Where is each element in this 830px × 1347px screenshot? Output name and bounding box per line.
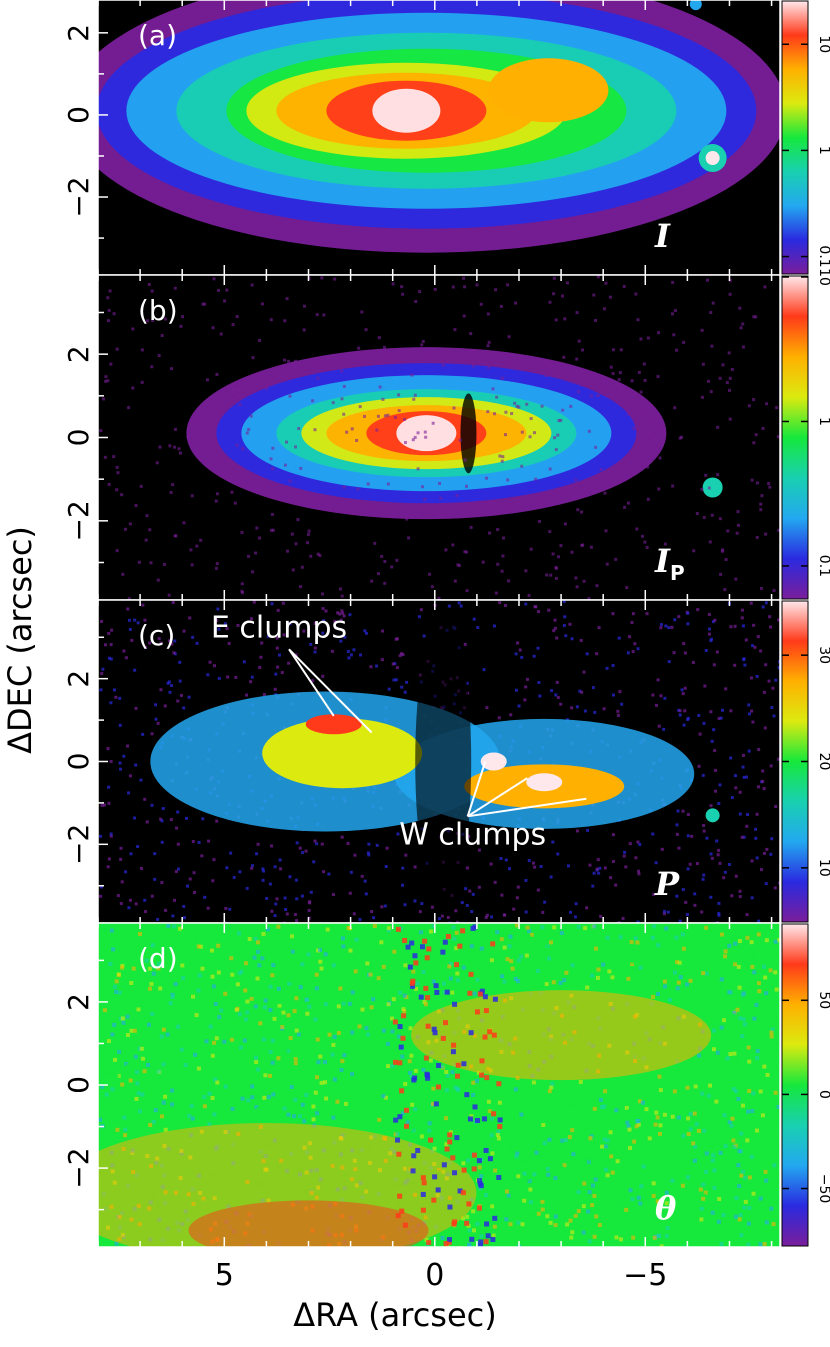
colorbar-label: 0.1: [816, 245, 830, 267]
panel-a-colorbar: 10 1 0.1: [781, 0, 830, 275]
x-tick-label: 0: [425, 1258, 444, 1293]
panel-d-letter: (d): [138, 942, 178, 975]
colorbar-label: 1: [816, 146, 830, 155]
panel-a-image: [98, 0, 780, 253]
colorbar-gradient: [782, 1, 808, 274]
panel-c-y-tick-label: −2: [62, 824, 95, 865]
colorbar-label: −50: [816, 1174, 830, 1204]
annotation-label: W clumps: [399, 817, 546, 852]
panel-a: 2 0 −2 (a) I 10 1 0.1: [62, 0, 830, 276]
panel-b-y-tick-label: −2: [62, 500, 95, 541]
annotation-line: [467, 797, 587, 818]
y-axis-label-text: ΔDEC (arcsec): [1, 526, 39, 754]
panel-b-y-tick-label: 2: [62, 345, 95, 363]
colorbar-label: 0.1: [816, 555, 830, 577]
panel-b-colorbar: 10 1 0.1: [781, 268, 830, 600]
panel-d: 2 0 −2 (d) θ 50 0 −50: [62, 922, 830, 1248]
colorbar-label: 10: [816, 35, 830, 53]
annotation-line: [288, 648, 373, 734]
colorbar-label: 1: [816, 417, 830, 426]
annotation-line: [288, 648, 335, 717]
panel-c-quantity-label: P: [654, 865, 680, 903]
panel-d-colorbar: 50 0 −50: [781, 923, 830, 1247]
panel-a-y-tick-label: 2: [62, 24, 95, 42]
panel-d-y-tick-label: −2: [62, 1147, 95, 1188]
colorbar-frame: [781, 0, 809, 275]
panel-b-quantity-subscript: P: [670, 561, 685, 585]
colorbar-label: 30: [816, 646, 830, 664]
colorbar-frame: [781, 275, 809, 600]
x-tick-label: 5: [215, 1258, 234, 1293]
panel-d-y-tick-label: 2: [62, 993, 95, 1011]
panel-d-quantity-label: θ: [655, 1189, 677, 1227]
colorbar-label: 20: [816, 753, 830, 771]
annotation-line: [467, 777, 528, 818]
panel-d-image: [98, 923, 780, 1247]
colorbar-gradient: [782, 924, 808, 1246]
x-axis-label: ΔRA (arcsec): [293, 1296, 497, 1334]
panel-a-letter: (a): [138, 19, 177, 52]
panel-b-image: [99, 275, 780, 600]
colorbar-label: 10: [816, 859, 830, 877]
panel-c-y-tick-label: 2: [62, 670, 95, 688]
panel-a-y-tick-label: −2: [62, 176, 95, 217]
panel-c-image: [99, 600, 780, 923]
colorbar-gradient: [782, 276, 808, 599]
annotation-label: E clumps: [211, 610, 347, 645]
annotation-line: [466, 761, 487, 817]
panel-b-y-tick-label: 0: [62, 429, 95, 447]
colorbar-label: 50: [816, 991, 830, 1009]
panel-c-y-tick-label: 0: [62, 753, 95, 771]
panel-b-letter: (b): [138, 294, 178, 327]
panel-c-colorbar: 30 20 10: [781, 600, 830, 923]
colorbar-frame: [781, 923, 809, 1247]
colorbar-label: 10: [816, 268, 830, 286]
colorbar-label: 0: [816, 1090, 830, 1099]
panel-a-y-tick-label: 0: [62, 106, 95, 124]
panel-c-letter: (c): [138, 619, 175, 652]
panel-a-quantity-label: I: [654, 217, 671, 255]
panel-d-y-tick-label: 0: [62, 1076, 95, 1094]
panel-b: 20−2(b)IP1010.1: [62, 268, 830, 601]
x-tick-label: −5: [623, 1258, 667, 1293]
